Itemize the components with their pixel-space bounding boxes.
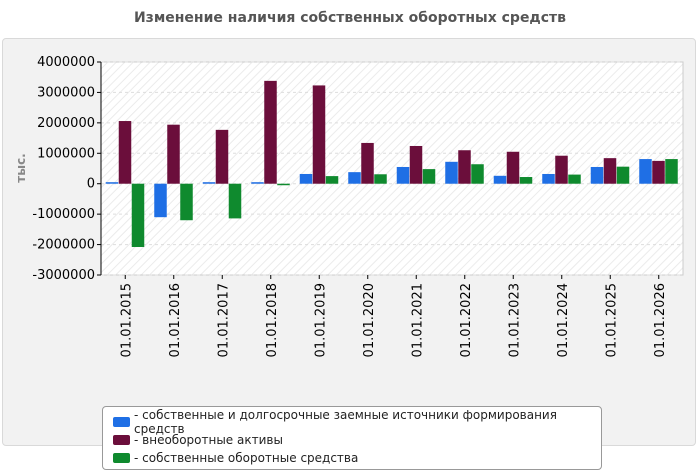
y-tick-label: 4000000 bbox=[37, 55, 95, 70]
bar-0[interactable] bbox=[445, 161, 458, 184]
legend-item-0[interactable]: - собственные и долгосрочные заемные ист… bbox=[113, 408, 601, 436]
bar-2[interactable] bbox=[325, 176, 339, 184]
legend-swatch-1 bbox=[113, 435, 130, 445]
x-tick-label: 01.01.2023 bbox=[507, 283, 522, 357]
bar-2[interactable] bbox=[519, 177, 533, 184]
y-tick-label: -2000000 bbox=[32, 238, 95, 253]
legend-item-1[interactable]: - внеоборотные активы bbox=[113, 431, 601, 449]
bar-2[interactable] bbox=[180, 183, 193, 221]
bar-1[interactable] bbox=[458, 150, 471, 184]
y-tick-label: -1000000 bbox=[32, 207, 95, 222]
legend-label-1: - внеоборотные активы bbox=[134, 433, 283, 447]
bar-1[interactable] bbox=[167, 124, 180, 184]
bar-1[interactable] bbox=[409, 145, 423, 184]
axes-group: 4000000 3000000 2000000 1000000 0 -1000000 -20… bbox=[32, 55, 667, 357]
x-tick-label: 01.01.2015 bbox=[119, 283, 134, 357]
bar-1[interactable] bbox=[506, 151, 520, 184]
y-tick-label: -3000000 bbox=[32, 268, 95, 283]
bar-2[interactable] bbox=[131, 183, 145, 248]
bars-group bbox=[105, 80, 678, 248]
legend-item-2[interactable]: - собственные оборотные средства bbox=[113, 449, 601, 467]
gridlines bbox=[101, 61, 683, 276]
legend-swatch-2 bbox=[113, 453, 130, 463]
bar-2[interactable] bbox=[616, 166, 630, 184]
y-axis-label: тыс. bbox=[14, 153, 28, 182]
legend: - собственные и долгосрочные заемные ист… bbox=[102, 406, 602, 470]
legend-label-0: - собственные и долгосрочные заемные ист… bbox=[134, 408, 557, 436]
bar-1[interactable] bbox=[603, 158, 617, 184]
bar-2[interactable] bbox=[422, 169, 436, 184]
bar-0[interactable] bbox=[105, 182, 119, 184]
legend-swatch-0 bbox=[113, 417, 130, 427]
bar-1[interactable] bbox=[264, 80, 277, 184]
bar-0[interactable] bbox=[251, 182, 264, 184]
bar-0[interactable] bbox=[202, 182, 216, 184]
bar-0[interactable] bbox=[639, 159, 652, 184]
x-tick-label: 01.01.2019 bbox=[313, 283, 328, 357]
x-tick-label: 01.01.2017 bbox=[216, 283, 231, 357]
x-tick-label: 01.01.2022 bbox=[459, 283, 474, 357]
bar-2[interactable] bbox=[665, 159, 678, 184]
bar-0[interactable] bbox=[590, 166, 604, 184]
bar-2[interactable] bbox=[228, 183, 242, 219]
bar-1[interactable] bbox=[215, 129, 229, 184]
y-tick-label: 3000000 bbox=[37, 85, 95, 100]
plot-area bbox=[100, 61, 684, 276]
x-tick-label: 01.01.2021 bbox=[410, 283, 425, 357]
bar-2[interactable] bbox=[471, 164, 484, 184]
chart-title: Изменение наличия собственных оборотных … bbox=[133, 10, 567, 26]
x-tick-label: 01.01.2026 bbox=[653, 283, 668, 357]
x-tick-label: 01.01.2024 bbox=[556, 283, 571, 357]
bar-0[interactable] bbox=[154, 183, 167, 218]
bar-2[interactable] bbox=[568, 174, 581, 184]
bar-1[interactable] bbox=[312, 85, 326, 184]
bar-0[interactable] bbox=[493, 175, 507, 184]
bar-1[interactable] bbox=[652, 160, 665, 184]
bar-0[interactable] bbox=[299, 173, 313, 184]
y-tick-label: 2000000 bbox=[37, 116, 95, 131]
chart-svg: 4000000 3000000 2000000 1000000 0 -1000000 -20… bbox=[14, 55, 684, 357]
x-tick-label: 01.01.2020 bbox=[362, 283, 377, 357]
bar-0[interactable] bbox=[396, 166, 410, 184]
y-tick-label: 0 bbox=[87, 177, 95, 192]
bar-2[interactable] bbox=[374, 174, 387, 184]
bar-1[interactable] bbox=[118, 121, 132, 184]
x-tick-label: 01.01.2025 bbox=[604, 283, 619, 357]
y-tick-label: 1000000 bbox=[37, 146, 95, 161]
legend-label-2: - собственные оборотные средства bbox=[134, 451, 359, 465]
bar-2[interactable] bbox=[277, 183, 290, 186]
chart-panel: 4000000 3000000 2000000 1000000 0 -1000000 -20… bbox=[2, 38, 696, 470]
x-tick-label: 01.01.2016 bbox=[168, 283, 183, 357]
bar-0[interactable] bbox=[348, 172, 361, 184]
bar-0[interactable] bbox=[542, 173, 555, 184]
bar-1[interactable] bbox=[555, 155, 568, 184]
x-tick-label: 01.01.2018 bbox=[265, 283, 280, 357]
bar-1[interactable] bbox=[361, 142, 374, 184]
